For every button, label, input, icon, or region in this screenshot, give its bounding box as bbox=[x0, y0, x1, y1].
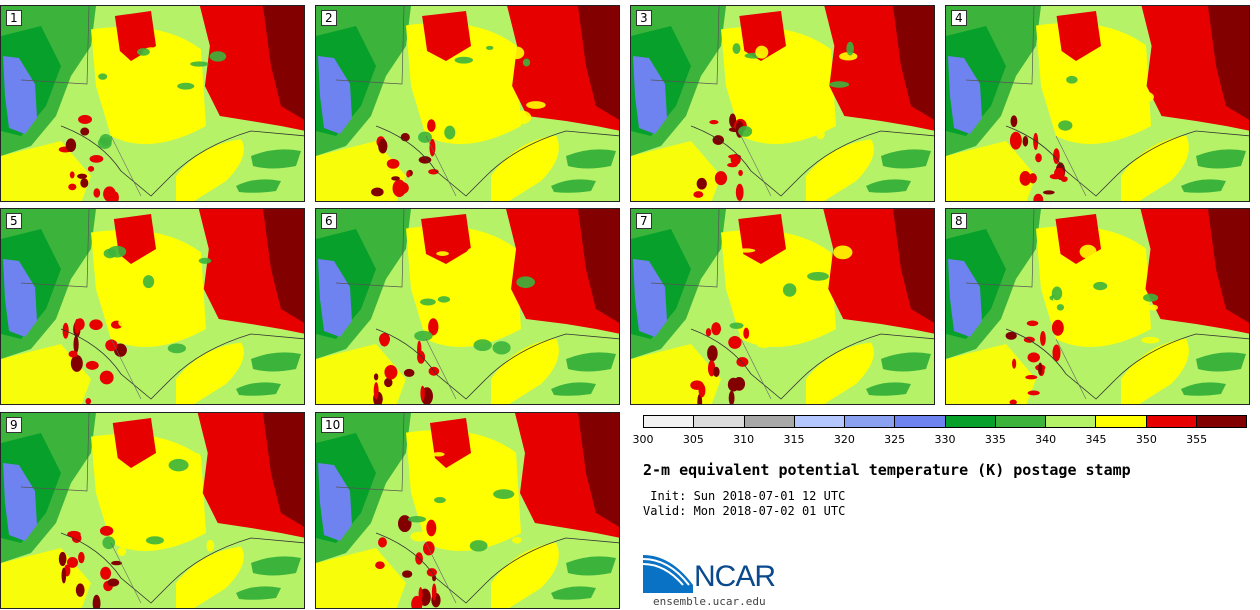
map-image bbox=[1, 413, 304, 608]
colorbar-segment bbox=[1046, 416, 1097, 427]
colorbar-segment bbox=[794, 416, 845, 427]
map-image bbox=[316, 6, 619, 201]
ensemble-member-panel-3: 3 bbox=[630, 5, 935, 202]
ensemble-member-panel-7: 7 bbox=[630, 208, 935, 405]
colorbar-segment bbox=[694, 416, 745, 427]
member-label: 5 bbox=[6, 213, 22, 229]
colorbar-tick-label: 330 bbox=[934, 433, 956, 446]
ensemble-member-panel-6: 6 bbox=[315, 208, 620, 405]
member-label: 7 bbox=[636, 213, 652, 229]
colorbar-ticks: 300 305 310 315 320 325 330 335 340 345 350 355 bbox=[633, 433, 1247, 447]
colorbar-tick-label: 350 bbox=[1135, 433, 1157, 446]
valid-time: Valid: Mon 2018-07-02 01 UTC bbox=[643, 504, 846, 518]
map-image bbox=[1, 6, 304, 201]
colorbar-tick-label: 335 bbox=[984, 433, 1006, 446]
map-image bbox=[316, 209, 619, 404]
map-image bbox=[1, 209, 304, 404]
colorbar-tick-label: 305 bbox=[682, 433, 704, 446]
colorbar-segment bbox=[1146, 416, 1197, 427]
member-label: 10 bbox=[321, 417, 345, 433]
ncar-logo-icon bbox=[643, 555, 693, 593]
member-label: 6 bbox=[321, 213, 337, 229]
colorbar-segment bbox=[744, 416, 795, 427]
ensemble-member-panel-9: 9 bbox=[0, 412, 305, 609]
member-label: 2 bbox=[321, 10, 337, 26]
map-image bbox=[631, 209, 934, 404]
ensemble-member-panel-5: 5 bbox=[0, 208, 305, 405]
colorbar-tick-label: 355 bbox=[1186, 433, 1208, 446]
colorbar-segment bbox=[895, 416, 946, 427]
colorbar-segment bbox=[945, 416, 996, 427]
member-label: 8 bbox=[951, 213, 967, 229]
colorbar-tick-label: 345 bbox=[1085, 433, 1107, 446]
map-image bbox=[316, 413, 619, 608]
ensemble-member-panel-2: 2 bbox=[315, 5, 620, 202]
colorbar-tick-label: 315 bbox=[783, 433, 805, 446]
plot-title: 2-m equivalent potential temperature (K)… bbox=[643, 461, 1131, 479]
colorbar-segment bbox=[845, 416, 896, 427]
map-image bbox=[946, 6, 1249, 201]
member-label: 9 bbox=[6, 417, 22, 433]
colorbar-tick-label: 325 bbox=[884, 433, 906, 446]
map-image bbox=[631, 6, 934, 201]
ensemble-member-panel-1: 1 bbox=[0, 5, 305, 202]
ensemble-member-panel-10: 10 bbox=[315, 412, 620, 609]
website-link[interactable]: ensemble.ucar.edu bbox=[653, 595, 766, 608]
colorbar-segment bbox=[1096, 416, 1147, 427]
colorbar-tick-label: 320 bbox=[833, 433, 855, 446]
colorbar-tick-label: 300 bbox=[632, 433, 654, 446]
ensemble-member-panel-8: 8 bbox=[945, 208, 1250, 405]
colorbar-segment bbox=[644, 416, 695, 427]
ncar-logo-text: NCAR bbox=[694, 560, 776, 593]
colorbar-segment bbox=[1196, 416, 1246, 427]
colorbar-tick-label: 340 bbox=[1035, 433, 1057, 446]
ensemble-member-panel-4: 4 bbox=[945, 5, 1250, 202]
init-time: Init: Sun 2018-07-01 12 UTC bbox=[643, 489, 846, 503]
colorbar-segment bbox=[995, 416, 1046, 427]
colorbar-tick-label: 310 bbox=[733, 433, 755, 446]
map-image bbox=[946, 209, 1249, 404]
member-label: 4 bbox=[951, 10, 967, 26]
member-label: 3 bbox=[636, 10, 652, 26]
colorbar bbox=[643, 415, 1247, 428]
member-label: 1 bbox=[6, 10, 22, 26]
